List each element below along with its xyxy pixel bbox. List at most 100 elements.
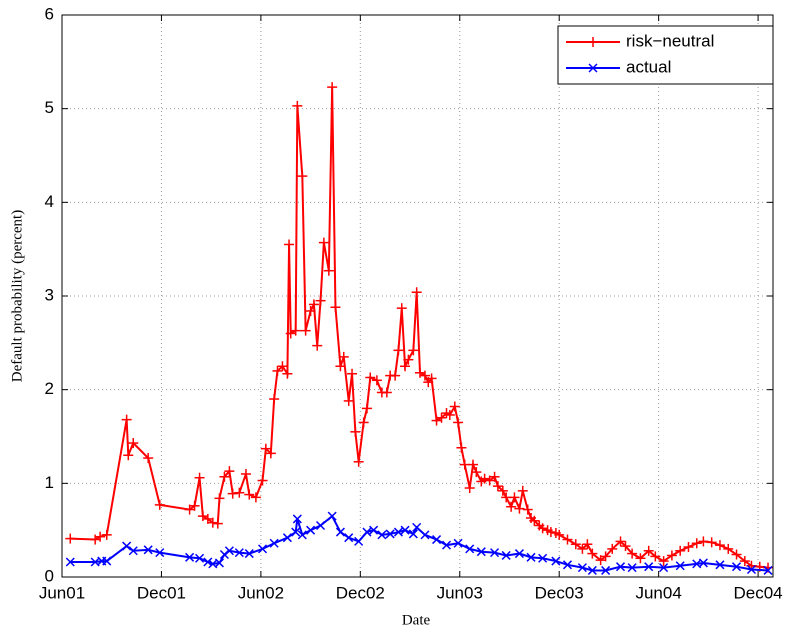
data-point [643,545,654,556]
marker-stroke [675,561,685,571]
marker-stroke [441,540,452,550]
marker-stroke [562,560,573,570]
marker-stroke [306,525,316,535]
marker-stroke [327,511,337,521]
data-point [257,475,268,486]
marker-stroke [354,536,364,546]
data-point [468,459,479,470]
y-tick-label: 2 [45,379,54,398]
data-point [371,375,382,386]
series-line [70,514,769,572]
data-point [476,547,486,557]
data-point [514,503,525,514]
data-point [706,537,717,548]
data-point [587,548,598,559]
marker-stroke [219,549,229,560]
data-point [501,550,511,560]
marker-stroke [659,563,669,573]
data-point [408,529,418,539]
series-lines [65,82,774,575]
marker-stroke [476,547,486,557]
marker-stroke [335,527,345,537]
data-point [400,361,411,372]
data-point [635,553,646,564]
data-point [683,542,694,553]
marker-stroke [587,565,597,575]
data-point [453,538,463,548]
data-point [318,237,329,248]
marker-stroke [420,530,430,540]
data-point [658,556,669,567]
data-point [128,546,138,556]
marker-stroke [412,522,422,532]
data-point [315,295,326,306]
data-point [195,553,205,563]
legend-box [557,25,774,85]
data-point [444,409,455,420]
y-tick-label: 6 [45,4,54,23]
legend-marker [588,63,598,73]
data-point [290,325,301,336]
data-point [408,345,419,356]
marker-stroke [195,553,205,563]
data-point [265,448,276,459]
data-point [479,473,490,484]
data-point [732,562,742,572]
data-point [381,387,392,398]
marker-stroke [369,525,379,535]
data-point [490,548,500,558]
data-point [250,492,261,503]
data-point [659,563,669,573]
data-point [615,562,626,572]
data-point [666,550,677,561]
data-point [506,501,517,512]
marker-stroke [432,535,442,545]
x-tick-label: Jun03 [437,583,483,602]
marker-stroke [400,525,410,535]
data-point [426,373,437,384]
data-point [577,563,587,573]
data-point [403,354,414,365]
x-tick-label: Dec04 [734,583,783,602]
data-point [369,525,379,535]
data-point [323,265,334,276]
data-point [600,551,611,562]
data-point [224,546,234,556]
data-point [538,553,548,563]
data-point [514,549,524,559]
data-point [292,514,302,524]
marker-stroke [588,63,598,73]
marker-stroke [501,550,511,560]
y-tick-label: 4 [45,192,54,211]
data-point [449,401,460,412]
marker-stroke [601,565,611,575]
data-point [362,527,372,537]
data-point [155,548,165,558]
data-point [522,504,533,515]
marker-stroke [551,556,561,566]
marker-stroke [292,514,302,524]
data-point [354,536,364,546]
data-point [189,500,200,511]
data-point [582,539,593,550]
marker-stroke [297,530,307,540]
data-point [347,368,358,379]
marker-stroke [316,520,326,531]
data-point [554,529,565,540]
y-tick-label: 0 [45,566,54,585]
data-point [282,533,292,543]
data-point [244,549,254,559]
data-point [234,548,244,558]
marker-stroke [185,552,195,562]
data-point [627,563,637,573]
data-point [358,417,369,428]
marker-stroke [234,548,244,558]
data-point [577,543,588,554]
data-point [335,361,346,372]
data-point [441,540,452,550]
data-point [330,302,341,313]
marker-stroke [203,557,213,567]
data-point [551,556,561,566]
marker-stroke [385,529,395,539]
data-point [509,492,520,503]
